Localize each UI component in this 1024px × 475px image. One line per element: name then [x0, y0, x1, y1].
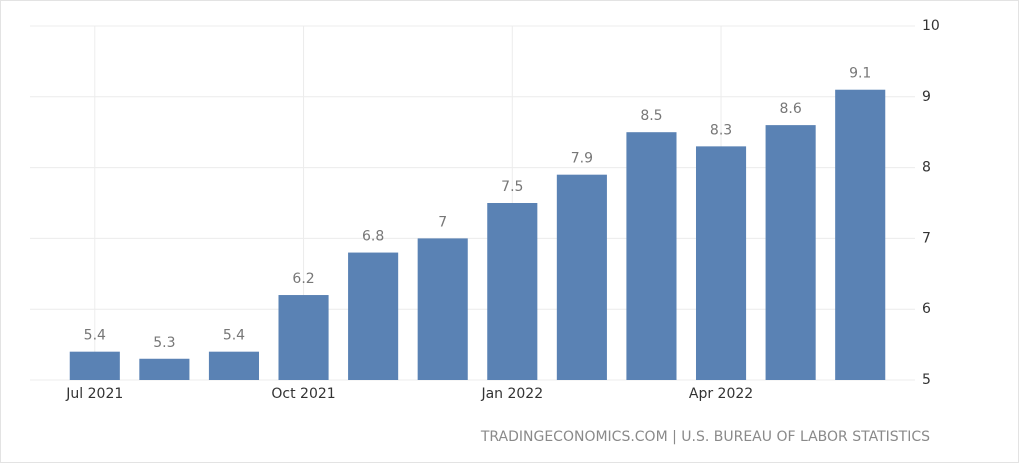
x-tick-label: Apr 2022: [689, 386, 753, 402]
value-label: 5.4: [84, 328, 106, 344]
chart-frame: [0, 0, 1019, 463]
value-label: 6.2: [292, 271, 314, 287]
y-tick-label: 9: [922, 89, 931, 105]
bar: [278, 295, 329, 380]
bar: [69, 351, 120, 380]
value-label: 5.4: [223, 328, 245, 344]
bar: [556, 174, 607, 380]
value-label: 7: [438, 214, 447, 230]
x-tick-label: Jul 2021: [65, 386, 123, 402]
x-tick-label: Jan 2022: [480, 386, 543, 402]
bar: [208, 351, 260, 380]
bar: [139, 358, 190, 380]
bar: [765, 125, 816, 381]
value-label: 7.5: [501, 179, 523, 195]
y-tick-label: 7: [922, 230, 931, 246]
bar: [417, 238, 468, 380]
bar: [487, 203, 538, 380]
bar: [835, 89, 886, 380]
bar: [626, 132, 677, 380]
y-tick-label: 6: [922, 301, 931, 317]
x-tick-label: Oct 2021: [271, 386, 335, 402]
y-tick-label: 5: [922, 372, 931, 388]
value-label: 6.8: [362, 229, 384, 245]
bar: [348, 252, 399, 380]
value-label: 5.3: [153, 335, 175, 351]
bar: [695, 146, 747, 380]
value-label: 8.6: [779, 101, 801, 117]
value-label: 9.1: [849, 66, 871, 82]
y-tick-label: 10: [922, 18, 940, 34]
value-label: 7.9: [571, 151, 593, 167]
source: TRADINGECONOMICS.COM | U.S. BUREAU OF LA…: [480, 429, 930, 445]
value-label: 8.5: [640, 108, 662, 124]
value-label: 8.3: [710, 122, 732, 138]
y-tick-label: 8: [922, 160, 931, 176]
